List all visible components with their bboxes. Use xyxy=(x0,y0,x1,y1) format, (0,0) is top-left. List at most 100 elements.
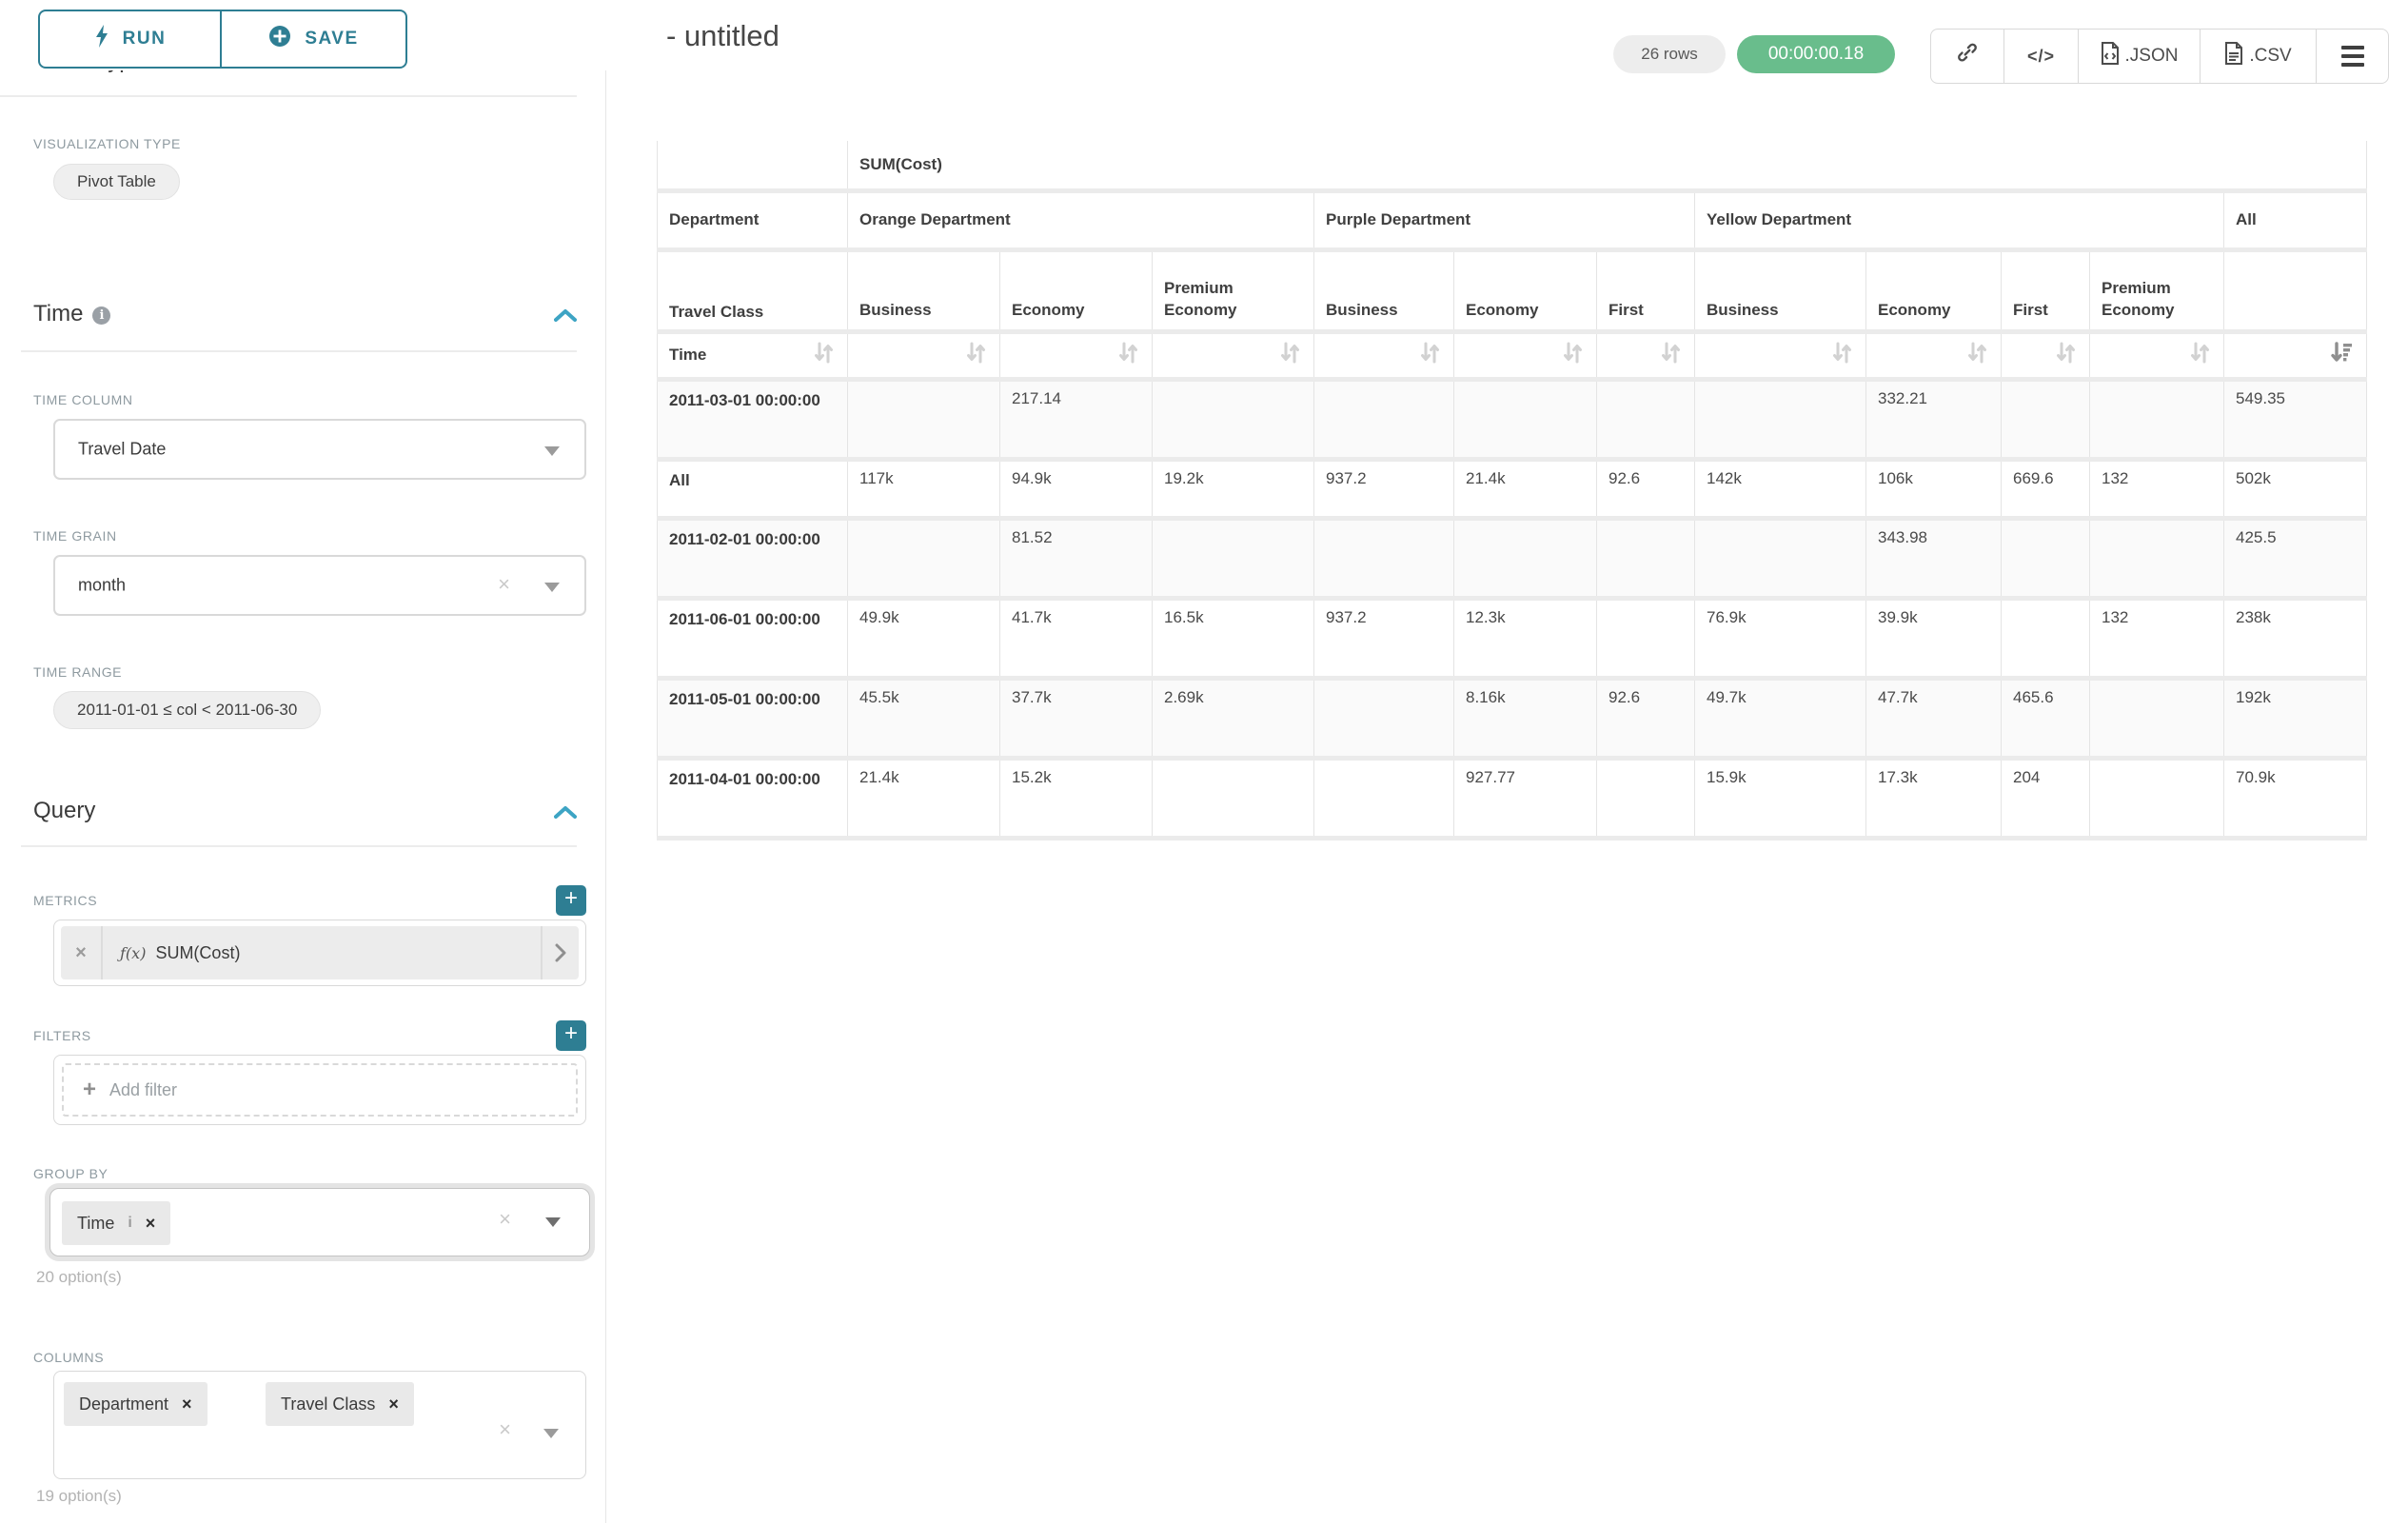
row-label: 2011-02-01 00:00:00 xyxy=(658,518,848,598)
sort-column[interactable] xyxy=(1454,331,1597,379)
table-cell xyxy=(2090,678,2224,758)
time-grain-select[interactable]: month × xyxy=(53,555,586,616)
remove-metric-icon[interactable]: × xyxy=(61,926,103,979)
table-cell: 92.6 xyxy=(1597,459,1695,518)
collapse-query-chevron-up-icon[interactable] xyxy=(554,805,577,819)
group-by-select[interactable]: Time i × × xyxy=(49,1188,590,1256)
sort-icon[interactable] xyxy=(1661,342,1681,368)
time-range-pill[interactable]: 2011-01-01 ≤ col < 2011-06-30 xyxy=(53,691,321,729)
sort-desc-icon[interactable] xyxy=(2330,342,2353,368)
viz-type-pill[interactable]: Pivot Table xyxy=(53,164,180,200)
columns-select[interactable]: Department × Travel Class × × xyxy=(53,1371,586,1479)
chart-title[interactable]: - untitled xyxy=(666,19,780,53)
table-cell: 204 xyxy=(2002,758,2090,838)
chevron-right-icon[interactable] xyxy=(541,926,579,979)
code-icon: </> xyxy=(2027,47,2055,67)
sort-column[interactable] xyxy=(2090,331,2224,379)
add-filter-button[interactable]: + Add filter xyxy=(62,1063,578,1117)
table-cell: 41.7k xyxy=(1000,598,1153,678)
table-cell: 217.14 xyxy=(1000,379,1153,459)
clear-icon[interactable]: × xyxy=(498,572,510,597)
share-link-button[interactable] xyxy=(1931,30,2003,83)
sort-column[interactable] xyxy=(2002,331,2090,379)
sort-icon[interactable] xyxy=(1118,342,1138,368)
sort-column[interactable] xyxy=(1153,331,1314,379)
row-label: 2011-03-01 00:00:00 xyxy=(658,379,848,459)
table-cell: 92.6 xyxy=(1597,678,1695,758)
row-count-badge: 26 rows xyxy=(1613,35,1726,73)
collapse-time-chevron-up-icon[interactable] xyxy=(554,308,577,322)
filters-control: + Add filter xyxy=(53,1055,586,1125)
table-cell xyxy=(1454,379,1597,459)
view-query-button[interactable]: </> xyxy=(2003,30,2078,83)
table-cell xyxy=(1695,518,1866,598)
time-column-select[interactable]: Travel Date xyxy=(53,419,586,480)
add-metric-button[interactable]: + xyxy=(556,885,586,916)
query-section-heading: Query xyxy=(33,798,95,824)
table-cell: 15.9k xyxy=(1695,758,1866,838)
sort-column[interactable] xyxy=(1314,331,1454,379)
clear-icon[interactable]: × xyxy=(499,1207,511,1232)
table-cell: 76.9k xyxy=(1695,598,1866,678)
sort-column[interactable] xyxy=(1597,331,1695,379)
sort-icon[interactable] xyxy=(1967,342,1987,368)
sort-column[interactable] xyxy=(1000,331,1153,379)
sort-column[interactable] xyxy=(1695,331,1866,379)
export-json-button[interactable]: .JSON xyxy=(2078,30,2200,83)
row-label: 2011-05-01 00:00:00 xyxy=(658,678,848,758)
menu-button[interactable] xyxy=(2316,30,2388,83)
remove-tag-icon[interactable]: × xyxy=(182,1394,192,1414)
sort-icon[interactable] xyxy=(966,342,986,368)
sort-icon[interactable] xyxy=(2056,342,2076,368)
save-button[interactable]: SAVE xyxy=(221,10,407,69)
add-filter-plus-button[interactable]: + xyxy=(556,1020,586,1051)
table-cell xyxy=(1314,758,1454,838)
travel-class-header: Economy xyxy=(1000,249,1153,331)
table-cell: 2.69k xyxy=(1153,678,1314,758)
export-csv-button[interactable]: .CSV xyxy=(2200,30,2316,83)
remove-tag-icon[interactable]: × xyxy=(146,1214,156,1234)
plus-circle-icon xyxy=(268,25,291,53)
group-by-options-count: 20 option(s) xyxy=(36,1268,122,1287)
caret-down-icon xyxy=(544,446,560,456)
info-icon: i xyxy=(92,307,110,325)
table-cell xyxy=(2090,379,2224,459)
row-dim-header: Department xyxy=(658,190,848,249)
time-grain-label: TIME GRAIN xyxy=(33,528,117,544)
sort-column[interactable] xyxy=(1866,331,2002,379)
table-cell xyxy=(1695,379,1866,459)
travel-class-header: Business xyxy=(1695,249,1866,331)
run-button[interactable]: RUN xyxy=(38,10,221,69)
explore-control-panel: Chart Type RUN SAVE VISUALIZATION TYPE P… xyxy=(0,0,606,1523)
bolt-icon xyxy=(94,25,109,53)
sort-column-time[interactable]: Time xyxy=(658,331,848,379)
viz-type-label: VISUALIZATION TYPE xyxy=(33,136,181,151)
travel-class-header: First xyxy=(1597,249,1695,331)
travel-class-header xyxy=(2224,249,2367,331)
sort-icon[interactable] xyxy=(1832,342,1852,368)
sort-icon[interactable] xyxy=(1563,342,1583,368)
clear-icon[interactable]: × xyxy=(499,1417,511,1442)
sort-column[interactable] xyxy=(848,331,1000,379)
sort-icon[interactable] xyxy=(1280,342,1300,368)
time-section-heading: Timei xyxy=(33,301,110,327)
table-cell xyxy=(1314,678,1454,758)
table-row: 2011-02-01 00:00:0081.52343.98425.5 xyxy=(658,518,2367,598)
table-cell: 927.77 xyxy=(1454,758,1597,838)
plus-icon: + xyxy=(83,1077,96,1103)
travel-class-header: Premium Economy xyxy=(2090,249,2224,331)
sort-icon[interactable] xyxy=(814,342,834,368)
filters-label: FILTERS xyxy=(33,1028,91,1043)
table-cell xyxy=(848,518,1000,598)
metric-pill[interactable]: × ƒ(x) SUM(Cost) xyxy=(61,926,579,979)
col-group-header: All xyxy=(2224,190,2367,249)
sort-column-all-desc[interactable] xyxy=(2224,331,2367,379)
travel-class-header: Economy xyxy=(1866,249,2002,331)
sort-icon[interactable] xyxy=(2190,342,2210,368)
caret-down-icon xyxy=(545,1217,561,1227)
remove-tag-icon[interactable]: × xyxy=(388,1394,399,1414)
sort-icon[interactable] xyxy=(1420,342,1440,368)
table-cell xyxy=(2090,758,2224,838)
table-cell: 425.5 xyxy=(2224,518,2367,598)
run-save-toolbar: RUN SAVE xyxy=(0,0,606,70)
